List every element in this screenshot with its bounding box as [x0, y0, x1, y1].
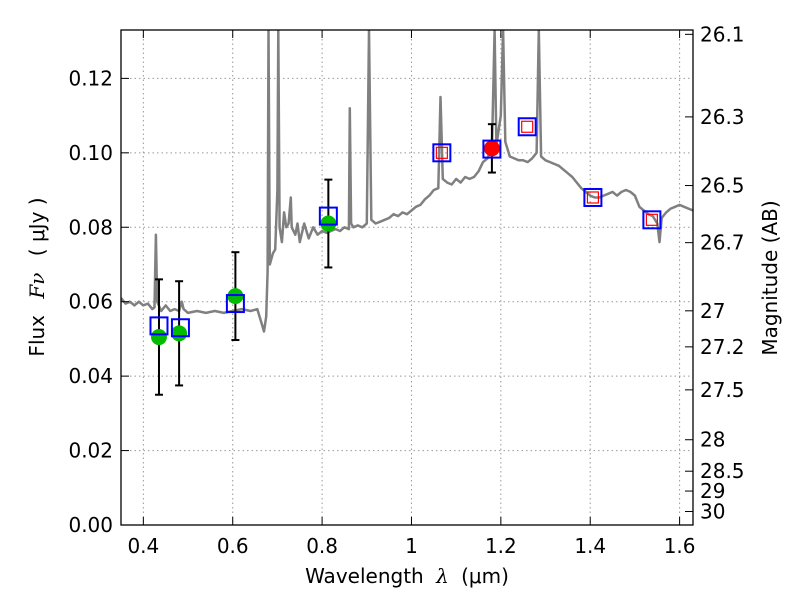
x-tick-label: 0.8 [306, 534, 338, 558]
magnitude-tick-label: 27 [700, 299, 725, 323]
y-axis-label: Flux Fν ( μJy ) [25, 197, 49, 356]
observed-flux-point [150, 329, 167, 346]
magnitude-tick-label: 30 [700, 499, 725, 523]
x-tick-label: 0.4 [127, 534, 159, 558]
x-axis-label-symbol: λ [435, 564, 449, 588]
magnitude-tick-label: 26.7 [700, 231, 745, 255]
model-flux-inner [586, 191, 600, 204]
observed-flux-point [227, 288, 244, 305]
magnitude-tick-label: 29 [700, 479, 725, 503]
model-layer [149, 117, 662, 338]
spectrum-line [121, 30, 693, 333]
observed-flux-point [171, 325, 188, 342]
x-tick-label: 1.6 [664, 534, 696, 558]
magnitude-tick-label: 28.5 [700, 459, 745, 483]
model-flux-inner [435, 146, 448, 159]
observed-layer [150, 140, 500, 346]
y-axis-label-unit: ( μJy ) [25, 197, 49, 256]
y-tick-label: 0.10 [68, 141, 113, 165]
model-flux-box [318, 206, 338, 226]
model-flux-box [482, 139, 502, 159]
y-tick-label: 0.04 [68, 364, 113, 388]
plot-frame [120, 29, 694, 526]
y-tick-label: 0.12 [68, 66, 113, 90]
model-flux-box [170, 318, 190, 338]
model-flux-box [583, 187, 603, 207]
x-tick-label: 1.2 [485, 534, 517, 558]
magnitude-tick-label: 26.1 [700, 22, 745, 46]
y-tick-label: 0.08 [68, 215, 113, 239]
model-flux-box [517, 117, 537, 137]
x-tick-label: 0.6 [217, 534, 249, 558]
magnitude-tick-label: 26.5 [700, 174, 745, 198]
x-tick-label: 1.4 [574, 534, 606, 558]
x-axis-label-unit: (μm) [461, 564, 509, 588]
y-tick-label: 0.00 [68, 513, 113, 537]
magnitude-tick-label: 27.2 [700, 335, 745, 359]
magnitude-tick-label: 26.3 [700, 105, 745, 129]
magnitude-tick-label: 28 [700, 428, 725, 452]
magnitude-axis-label: Magnitude (AB) [758, 200, 782, 355]
y-axis-label-text: Flux [25, 315, 49, 357]
y-tick-label: 0.02 [68, 439, 113, 463]
model-flux-inner [645, 213, 658, 226]
y-tick-label: 0.06 [68, 290, 113, 314]
x-tick-labels: 0.4 0.6 0.8 1 1.2 1.4 1.6 [127, 534, 695, 558]
model-flux-box [432, 143, 452, 163]
ticks-layer [121, 30, 693, 526]
observed-flux-point [320, 215, 337, 232]
grid [121, 30, 693, 525]
spectrum-layer [121, 30, 693, 333]
model-flux-box [225, 294, 245, 314]
errorbar-layer [154, 123, 496, 396]
model-flux-inner [521, 120, 534, 133]
model-flux-box [149, 316, 169, 336]
magnitude-tick-label: 27.5 [700, 378, 745, 402]
x-axis-label-text: Wavelength [305, 564, 424, 588]
x-axis-label: Wavelength λ (μm) [305, 564, 509, 588]
model-flux-box [642, 210, 662, 230]
y-axis-label-symbol: Fν [25, 273, 49, 300]
y-tick-labels: 0.00 0.02 0.04 0.06 0.08 0.10 0.12 [68, 66, 113, 537]
x-tick-label: 1 [405, 534, 418, 558]
observed-flux-point [483, 140, 500, 157]
